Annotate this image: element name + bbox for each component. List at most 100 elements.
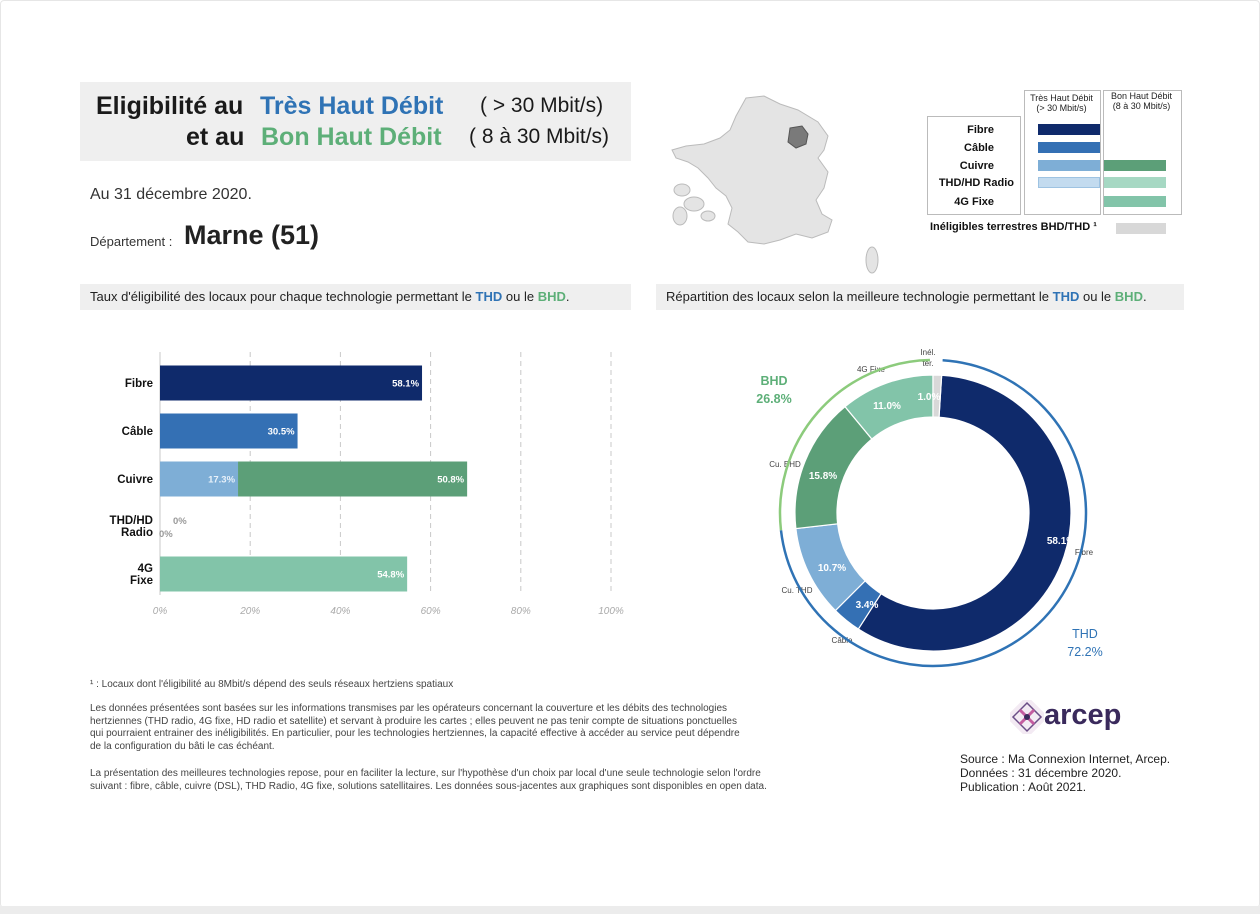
bar-x-tick-label: 0% bbox=[153, 606, 168, 617]
bar-category-label: Fixe bbox=[130, 575, 153, 587]
bar-x-tick-label: 60% bbox=[421, 606, 441, 617]
legend-row-fibre: Fibre bbox=[967, 124, 994, 136]
swatch-cable-thd bbox=[1038, 142, 1100, 153]
bar-value-label: 54.8% bbox=[377, 570, 404, 581]
donut-value-label: 58.1% bbox=[1047, 536, 1075, 547]
bar-category-label: Fibre bbox=[125, 378, 153, 390]
right-section-suffix: . bbox=[1142, 289, 1147, 304]
source-line3: Publication : Août 2021. bbox=[960, 780, 1087, 794]
legend-row-cable: Câble bbox=[964, 142, 994, 154]
donut-value-label: 1.0% bbox=[918, 392, 941, 403]
bar-category-label: THD/HD bbox=[110, 515, 153, 527]
title-line1-thd: Très Haut Débit bbox=[260, 92, 444, 120]
island-1 bbox=[673, 183, 691, 197]
bar-category-label: Radio bbox=[121, 527, 153, 539]
notes-para2-line2: suivant : fibre, câble, cuivre (DSL), TH… bbox=[90, 780, 767, 792]
left-section-thd: THD bbox=[475, 289, 503, 304]
bar-category-label: 4G bbox=[138, 563, 153, 575]
legend-bhd-header-line2: (8 à 30 Mbit/s) bbox=[1112, 101, 1171, 111]
swatch-cuivre-bhd bbox=[1104, 160, 1166, 171]
marne-highlight bbox=[787, 125, 809, 149]
donut-value-label: 3.4% bbox=[856, 600, 879, 611]
donut-group-label-thd: THD bbox=[1072, 627, 1098, 641]
left-section-prefix: Taux d'éligibilité des locaux pour chaqu… bbox=[90, 289, 472, 304]
bar-x-tick-label: 40% bbox=[330, 606, 350, 617]
legend-bhd-header: Bon Haut Débit (8 à 30 Mbit/s) bbox=[1103, 91, 1180, 111]
swatch-radio-bhd bbox=[1104, 177, 1166, 188]
title-line1-prefix: Eligibilité au bbox=[96, 92, 244, 120]
arcep-logo-text: arcep bbox=[1044, 699, 1122, 731]
distribution-donut-chart: 58.1% 3.4% 10.7% 15.8% 11.0% 1.0% Fibre Câble Cu… bbox=[756, 348, 1103, 668]
arcep-logo-icon bbox=[1010, 700, 1044, 734]
bar-thd-segment bbox=[160, 365, 423, 401]
donut-slice bbox=[857, 374, 1072, 652]
donut-value-label: 10.7% bbox=[818, 563, 846, 574]
bar-thd-segment bbox=[160, 413, 298, 449]
donut-bhd-ring bbox=[778, 358, 930, 531]
source-block: Source : Ma Connexion Internet, Arcep. D… bbox=[960, 752, 1170, 794]
donut-category-label: Inél. bbox=[920, 348, 935, 357]
donut-category-label: 4G Fixe bbox=[857, 365, 886, 374]
notes-para1-line4: de la configuration du bâti le cas échéa… bbox=[90, 740, 275, 752]
bar-bhd-segment bbox=[160, 556, 408, 592]
donut-value-label: 11.0% bbox=[873, 401, 901, 412]
legend-thd-header-line2: (> 30 Mbit/s) bbox=[1036, 103, 1087, 113]
title-line2-speed: ( 8 à 30 Mbit/s) bbox=[469, 125, 610, 148]
donut-group-value-bhd: 26.8% bbox=[756, 392, 791, 406]
left-section-title: Taux d'éligibilité des locaux pour chaqu… bbox=[80, 284, 631, 310]
department-name: Marne (51) bbox=[184, 220, 320, 250]
bar-value-label: 0% bbox=[173, 516, 187, 527]
legend-thd-header-line1: Très Haut Débit bbox=[1030, 93, 1093, 103]
left-section-middle: ou le bbox=[505, 289, 535, 304]
legend-row-radio: THD/HD Radio bbox=[938, 177, 1014, 189]
right-section-title: Répartition des locaux selon la meilleur… bbox=[656, 284, 1184, 310]
legend-row-cuivre: Cuivre bbox=[959, 160, 994, 172]
bar-x-tick-label: 80% bbox=[511, 606, 531, 617]
title-line1-speed: ( > 30 Mbit/s) bbox=[480, 94, 604, 117]
legend-bhd-header-line1: Bon Haut Débit bbox=[1110, 91, 1173, 101]
right-section-middle: ou le bbox=[1082, 289, 1112, 304]
bar-value-label: 58.1% bbox=[392, 379, 419, 390]
swatch-4g-bhd bbox=[1104, 196, 1166, 207]
donut-thd-ring bbox=[779, 359, 1088, 668]
title-line2-bhd: Bon Haut Débit bbox=[261, 123, 442, 151]
notes-para1-line3: qui pourraient entrainer des inéligibili… bbox=[90, 728, 740, 739]
left-section-bhd: BHD bbox=[537, 289, 566, 304]
bar-value-label: 30.5% bbox=[268, 427, 295, 438]
swatch-ineligible bbox=[1116, 223, 1166, 234]
department-label: Département : bbox=[90, 234, 173, 249]
donut-category-label: Fibre bbox=[1075, 548, 1094, 557]
france-mainland bbox=[671, 95, 833, 245]
notes-paragraph-1: Les données présentées sont basées sur l… bbox=[90, 703, 810, 753]
report-date: Au 31 décembre 2020. bbox=[90, 186, 252, 203]
bar-value-label: 17.3% bbox=[208, 475, 235, 486]
donut-group-value-thd: 72.2% bbox=[1067, 645, 1102, 659]
notes-para2-line1: La présentation des meilleures technolog… bbox=[90, 768, 761, 779]
bar-value-label: 50.8% bbox=[437, 475, 464, 486]
swatch-fibre-thd bbox=[1038, 124, 1100, 135]
title-box: Eligibilité au Très Haut Débit ( > 30 Mb… bbox=[80, 82, 631, 161]
notes-para1-line2: hertziennes (THD radio, 4G fixe, HD radi… bbox=[90, 715, 737, 727]
source-line1: Source : Ma Connexion Internet, Arcep. bbox=[960, 752, 1171, 766]
donut-slice bbox=[932, 374, 943, 418]
legend-ineligible-label: Inéligibles terrestres BHD/THD ¹ bbox=[930, 221, 1097, 233]
corsica bbox=[865, 246, 879, 274]
bar-bhd-segment bbox=[238, 461, 468, 497]
swatch-radio-thd bbox=[1038, 177, 1100, 188]
title-line2-prefix: et au bbox=[186, 123, 245, 151]
swatch-cuivre-thd bbox=[1038, 160, 1100, 171]
notes-paragraph-2: La présentation des meilleures technolog… bbox=[90, 768, 810, 793]
bar-category-label: Cuivre bbox=[117, 474, 153, 486]
notes-para1-line1: Les données présentées sont basées sur l… bbox=[90, 703, 728, 714]
legend-bhd-box bbox=[1103, 90, 1182, 215]
island-4 bbox=[700, 210, 716, 222]
right-section-prefix: Répartition des locaux selon la meilleur… bbox=[666, 289, 1049, 304]
donut-category-label: Cu. THD bbox=[782, 586, 813, 595]
bar-x-tick-label: 100% bbox=[598, 606, 624, 617]
legend-row-4g: 4G Fixe bbox=[954, 196, 994, 208]
bar-x-tick-label: 20% bbox=[239, 606, 260, 617]
bar-category-label: Câble bbox=[122, 426, 153, 438]
france-map bbox=[671, 95, 879, 274]
island-3 bbox=[672, 206, 688, 226]
legend-thd-header: Très Haut Débit (> 30 Mbit/s) bbox=[1024, 93, 1099, 113]
